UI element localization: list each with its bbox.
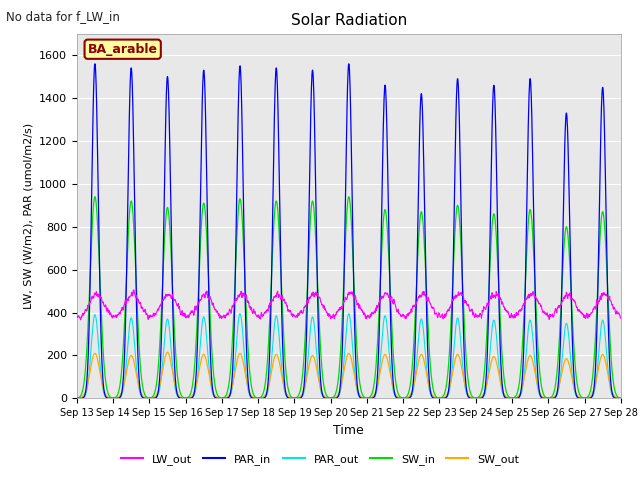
Legend: LW_out, PAR_in, PAR_out, SW_in, SW_out: LW_out, PAR_in, PAR_out, SW_in, SW_out: [116, 450, 524, 469]
X-axis label: Time: Time: [333, 424, 364, 437]
Text: No data for f_LW_in: No data for f_LW_in: [6, 10, 120, 23]
Y-axis label: LW, SW (W/m2), PAR (umol/m2/s): LW, SW (W/m2), PAR (umol/m2/s): [24, 123, 33, 309]
Text: BA_arable: BA_arable: [88, 43, 157, 56]
Title: Solar Radiation: Solar Radiation: [291, 13, 407, 28]
